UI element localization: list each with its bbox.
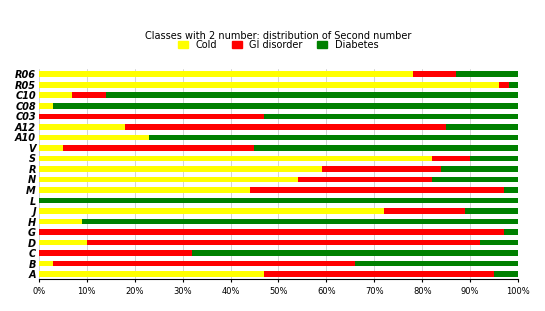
Bar (322, 166, 441, 172)
Bar (39, 219, 82, 225)
Bar (39, 261, 53, 267)
Bar (384, 208, 465, 214)
Bar (250, 187, 504, 193)
Bar (494, 271, 518, 277)
Bar (456, 72, 518, 77)
Bar (264, 114, 518, 119)
Bar (53, 261, 355, 267)
Bar (39, 124, 125, 130)
Bar (149, 135, 518, 140)
Bar (125, 124, 446, 130)
Bar (39, 92, 72, 98)
Bar (192, 250, 518, 256)
Bar (255, 145, 518, 151)
Bar (87, 240, 480, 245)
Bar (39, 250, 192, 256)
Bar (432, 177, 518, 182)
Bar (82, 219, 518, 225)
Bar (504, 187, 518, 193)
Bar (499, 82, 508, 88)
Bar (480, 240, 518, 245)
Bar (432, 156, 470, 161)
Bar (63, 145, 255, 151)
Bar (355, 261, 518, 267)
Title: Classes with 2 number: distribution of Second number: Classes with 2 number: distribution of S… (146, 30, 411, 40)
Bar (508, 82, 518, 88)
Bar (413, 72, 456, 77)
Bar (470, 156, 518, 161)
Bar (504, 229, 518, 235)
Bar (465, 208, 518, 214)
Bar (39, 187, 250, 193)
Bar (72, 92, 106, 98)
Bar (39, 103, 53, 109)
Bar (39, 271, 264, 277)
Bar (446, 124, 518, 130)
Bar (39, 82, 499, 88)
Bar (39, 166, 322, 172)
Bar (39, 229, 504, 235)
Bar (264, 271, 494, 277)
Bar (39, 72, 413, 77)
Bar (39, 135, 149, 140)
Bar (39, 114, 264, 119)
Bar (39, 240, 87, 245)
Bar (39, 156, 432, 161)
Bar (39, 208, 384, 214)
Bar (39, 145, 63, 151)
Bar (441, 166, 518, 172)
Bar (53, 103, 518, 109)
Legend: Cold, GI disorder, Diabetes: Cold, GI disorder, Diabetes (174, 36, 383, 54)
Bar (298, 177, 432, 182)
Bar (39, 197, 518, 203)
Bar (106, 92, 518, 98)
Bar (39, 177, 298, 182)
